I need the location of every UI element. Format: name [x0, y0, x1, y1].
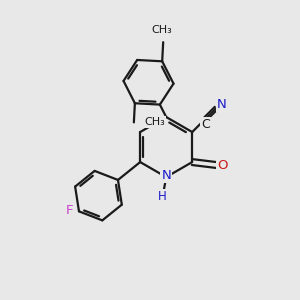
Text: N: N [161, 169, 171, 182]
Text: CH₃: CH₃ [144, 117, 165, 127]
Text: N: N [217, 98, 226, 111]
Text: F: F [66, 204, 73, 217]
Text: CH₃: CH₃ [151, 25, 172, 35]
Text: C: C [201, 118, 210, 131]
Text: H: H [158, 190, 167, 203]
Text: O: O [217, 158, 227, 172]
